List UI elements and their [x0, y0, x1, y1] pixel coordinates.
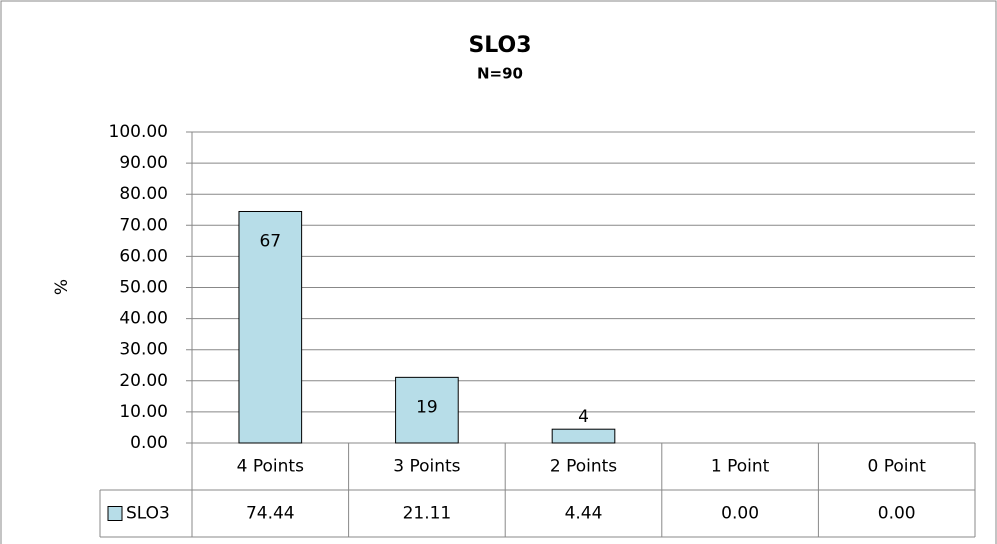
- y-tick-label: 50.00: [119, 278, 168, 298]
- y-axis-label: %: [52, 279, 72, 295]
- y-tick-label: 60.00: [119, 246, 168, 266]
- table-value: 0.00: [878, 504, 916, 524]
- x-tick-label: 2 Points: [550, 457, 617, 477]
- y-tick-label: 0.00: [130, 433, 168, 453]
- x-tick-label: 1 Point: [711, 457, 770, 477]
- data-label: 67: [259, 231, 281, 251]
- table-value: 4.44: [565, 504, 603, 524]
- legend-swatch: [107, 506, 123, 521]
- x-tick-label: 0 Point: [867, 457, 926, 477]
- bar: [395, 376, 459, 444]
- bar: [238, 210, 303, 444]
- table-value: 21.11: [403, 504, 452, 524]
- y-tick-label: 80.00: [119, 184, 168, 204]
- y-tick-label: 20.00: [119, 371, 168, 391]
- table-value: 74.44: [246, 504, 295, 524]
- legend-label: SLO3: [126, 504, 170, 524]
- bar: [551, 428, 616, 444]
- y-tick-label: 40.00: [119, 309, 168, 329]
- y-tick-label: 10.00: [119, 402, 168, 422]
- y-tick-label: 100.00: [109, 122, 168, 142]
- data-label: 19: [416, 397, 438, 417]
- y-tick-label: 90.00: [119, 153, 168, 173]
- y-tick-label: 70.00: [119, 215, 168, 235]
- y-tick-label: 30.00: [119, 340, 168, 360]
- data-label: 4: [578, 407, 589, 427]
- x-tick-label: 3 Points: [393, 457, 460, 477]
- x-tick-label: 4 Points: [237, 457, 304, 477]
- chart-subtitle: N=90: [477, 65, 523, 83]
- table-value: 0.00: [721, 504, 759, 524]
- chart-title: SLO3: [468, 33, 531, 58]
